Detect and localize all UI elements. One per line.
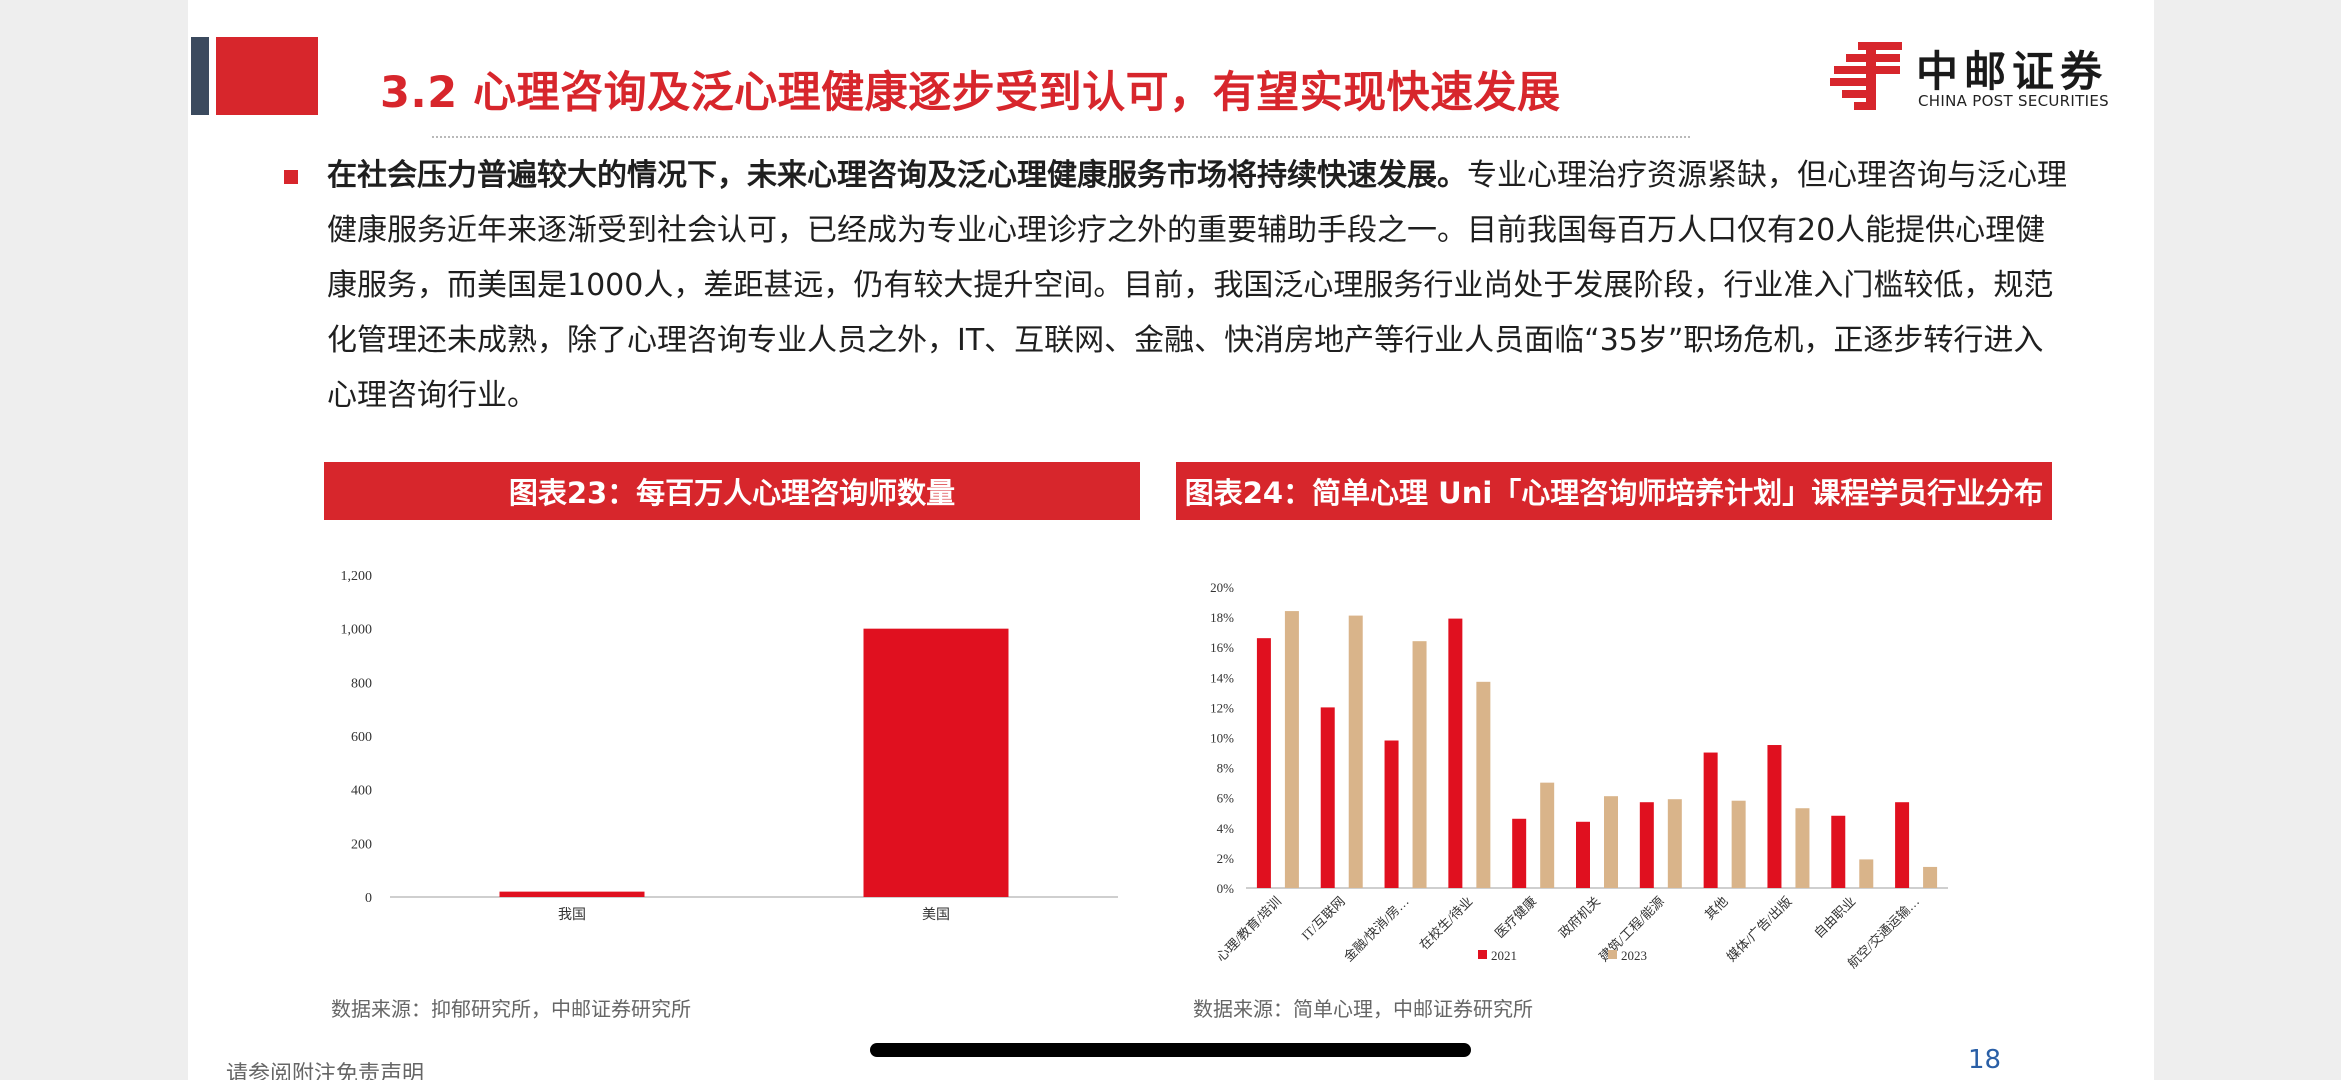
bar-2023-0: [1284, 611, 1299, 888]
footer-disclaimer: 请参阅附注免责声明: [226, 1062, 425, 1080]
x-tick-label: 金融/快消/房…: [1341, 894, 1412, 965]
bar-2023-5: [1604, 796, 1618, 888]
bar-2021-6: [1639, 802, 1654, 888]
y-tick-label: 1,000: [341, 623, 373, 638]
bar-2021-7: [1703, 752, 1718, 888]
home-indicator-bar[interactable]: [870, 1043, 1471, 1057]
bar-2023-10: [1923, 866, 1938, 888]
y-tick-label: 20%: [1210, 580, 1234, 595]
legend-swatch-2021: [1478, 950, 1487, 959]
body-text-rest: 专业心理治疗资源紧缺，但心理咨询与泛心理健康服务近年来逐渐受到社会认可，已经成为…: [327, 158, 2067, 413]
x-tick-label: 政府机关: [1556, 894, 1603, 941]
x-tick-label: 其他: [1702, 894, 1731, 923]
bar-2023-7: [1731, 800, 1746, 888]
page-title: 3.2 心理咨询及泛心理健康逐步受到认可，有望实现快速发展: [380, 68, 1561, 118]
y-tick-label: 4%: [1217, 821, 1235, 836]
y-tick-label: 200: [351, 837, 372, 852]
y-tick-label: 2%: [1217, 851, 1235, 866]
x-tick-label: 媒体/广告/出版: [1724, 894, 1795, 965]
bar-2023-4: [1540, 782, 1555, 888]
y-tick-label: 16%: [1210, 640, 1234, 655]
y-tick-label: 400: [351, 784, 372, 799]
y-tick-label: 0%: [1217, 881, 1235, 896]
body-paragraph: 在社会压力普遍较大的情况下，未来心理咨询及泛心理健康服务市场将持续快速发展。专业…: [327, 148, 2072, 423]
title-divider: [432, 136, 1690, 138]
bar-2023-2: [1412, 641, 1427, 888]
x-tick-label: 在校生/待业: [1416, 894, 1475, 953]
bar-2021-4: [1512, 818, 1527, 888]
bullet-square-icon: [284, 170, 298, 184]
x-tick-label: 自由职业: [1811, 894, 1858, 941]
y-tick-label: 10%: [1210, 731, 1234, 746]
figure-23-source: 数据来源：抑郁研究所，中邮证券研究所: [331, 997, 691, 1021]
y-tick-label: 600: [351, 730, 372, 745]
figure-23-title: 图表23：每百万人心理咨询师数量: [324, 462, 1140, 520]
y-tick-label: 0: [365, 891, 372, 906]
bar-2023-3: [1476, 681, 1491, 888]
y-tick-label: 12%: [1210, 700, 1234, 715]
y-tick-label: 800: [351, 676, 372, 691]
header-accent-dark: [191, 37, 209, 115]
x-tick-label: IT/互联网: [1298, 894, 1347, 943]
page-number: 18: [1968, 1045, 2002, 1075]
y-tick-label: 6%: [1217, 791, 1235, 806]
x-tick-label: 我国: [558, 907, 586, 923]
header-accent-red: [216, 37, 318, 115]
bar-2021-10: [1895, 802, 1910, 888]
x-tick-label: 医疗健康: [1492, 894, 1539, 941]
figure-24-title: 图表24：简单心理 Uni「心理咨询师培养计划」课程学员行业分布: [1176, 462, 2052, 520]
logo-english-name: CHINA POST SECURITIES: [1918, 92, 2109, 110]
y-tick-label: 18%: [1210, 610, 1234, 625]
bar-2023-9: [1859, 859, 1874, 888]
bar-2023-8: [1795, 808, 1810, 888]
bar-2021-0: [1256, 638, 1271, 888]
body-lead-bold: 在社会压力普遍较大的情况下，未来心理咨询及泛心理健康服务市场将持续快速发展。: [327, 158, 1467, 193]
bar-2023-1: [1348, 615, 1363, 888]
y-tick-label: 8%: [1217, 761, 1235, 776]
bar-2021-5: [1576, 821, 1590, 888]
legend-swatch-2023: [1608, 950, 1617, 959]
report-slide: 3.2 心理咨询及泛心理健康逐步受到认可，有望实现快速发展 中邮证券 CHINA…: [188, 0, 2154, 1080]
x-tick-label: 心理/教育/培训: [1213, 894, 1284, 965]
bar-2021-2: [1384, 740, 1399, 888]
bar-1: [863, 628, 1009, 897]
y-tick-label: 1,200: [341, 569, 373, 584]
y-tick-label: 14%: [1210, 670, 1234, 685]
legend-label-2023: 2023: [1621, 948, 1647, 963]
bar-0: [499, 891, 645, 897]
legend-label-2021: 2021: [1491, 948, 1517, 963]
bar-2023-6: [1667, 799, 1682, 888]
charts-canvas: 0 200 400 600 800 1,000 1,200 我国 美国 0% 2% 4% 6% 8% 10%…: [341, 569, 1948, 971]
x-tick-label: 美国: [922, 907, 950, 923]
bar-2021-9: [1831, 815, 1846, 888]
logo-chinese-name: 中邮证券: [1916, 47, 2109, 96]
bar-2021-3: [1448, 618, 1463, 888]
company-logo: 中邮证券 CHINA POST SECURITIES: [1828, 38, 2128, 118]
bar-2021-8: [1767, 745, 1782, 888]
bar-2021-1: [1320, 707, 1335, 888]
china-post-logo-icon: [1830, 42, 1902, 110]
figure-24-source: 数据来源：简单心理，中邮证券研究所: [1193, 997, 1533, 1021]
